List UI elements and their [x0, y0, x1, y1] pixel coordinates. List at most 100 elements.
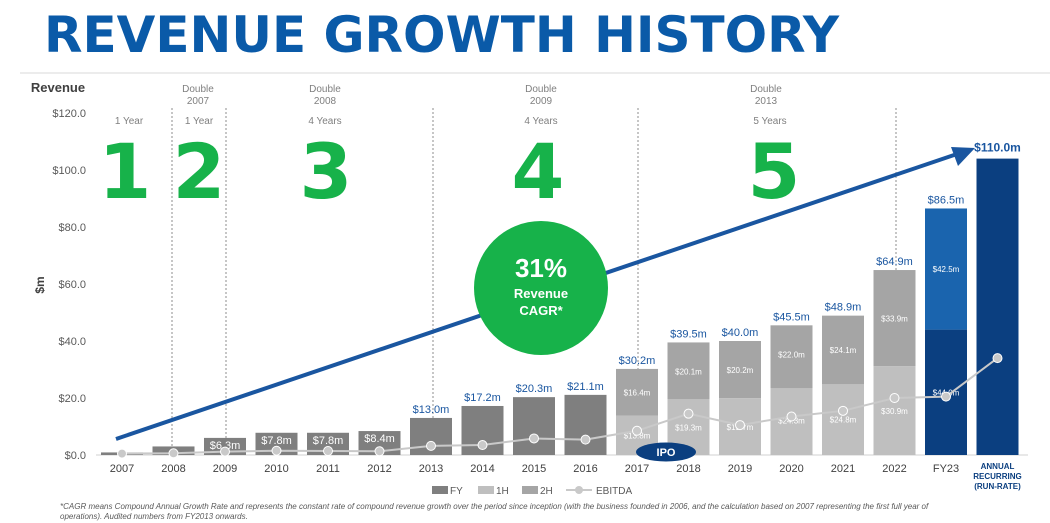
- legend-label: EBITDA: [596, 486, 632, 497]
- bar-2h-label: $42.5m: [933, 265, 960, 274]
- y-tick-label: $40.0: [58, 336, 86, 348]
- y-tick-label: $20.0: [58, 393, 86, 405]
- cagr-trend-arrowhead: [951, 147, 975, 166]
- chart-title: REVENUE GROWTH HISTORY: [44, 6, 840, 64]
- legend-label: 1H: [496, 486, 509, 497]
- doubling-label: 2009: [530, 96, 553, 107]
- bar-fy: [255, 432, 298, 455]
- x-tick-label: 2017: [625, 463, 649, 475]
- doubling-number: 2: [173, 127, 226, 216]
- bar-value-label: $17.2m: [464, 392, 501, 404]
- bar-value-label: $7.8m: [313, 435, 344, 447]
- doubling-label: 2007: [187, 96, 210, 107]
- doubling-label: Double: [309, 84, 341, 95]
- x-tick-label: RECURRING: [973, 472, 1021, 481]
- y-tick-label: $60.0: [58, 279, 86, 291]
- ipo-badge: [636, 442, 696, 462]
- bar-value-label: $13.0m: [413, 404, 450, 416]
- bar-fy: [564, 394, 607, 455]
- y-header: Revenue: [31, 80, 85, 95]
- legend-swatch: [522, 486, 538, 494]
- x-tick-label: 2022: [882, 463, 906, 475]
- bar-fy: [307, 432, 349, 455]
- legend-marker: [575, 486, 583, 494]
- x-tick-label: 2010: [264, 463, 288, 475]
- ebitda-point: [271, 445, 282, 456]
- x-tick-label: 2018: [676, 463, 700, 475]
- doubling-number: 3: [300, 127, 353, 216]
- y-tick-label: $0.0: [65, 450, 86, 462]
- bar-2h: [873, 270, 916, 367]
- bar-2h: [667, 342, 710, 400]
- bar-2h: [770, 325, 813, 389]
- bar-value-label: $21.1m: [567, 381, 604, 393]
- bar-2h-label: $33.9m: [881, 315, 908, 324]
- bar-run-rate: [976, 158, 1019, 455]
- doubling-period: 5 Years: [753, 116, 786, 127]
- bar-fy: [513, 397, 555, 455]
- legend-swatch: [432, 486, 448, 494]
- footnote-line2: operations). Audited numbers from FY2013…: [60, 512, 248, 521]
- cagr-value: 31%: [515, 253, 567, 283]
- legend-swatch: [478, 486, 494, 494]
- bar-value-label: $110.0m: [974, 141, 1021, 155]
- bar-2h: [822, 315, 864, 385]
- bar-2h-label: $16.4m: [624, 388, 651, 397]
- bar-value-label: $6.3m: [210, 440, 241, 452]
- bar-value-label: $45.5m: [773, 311, 810, 323]
- doubling-period: 1 Year: [185, 116, 214, 127]
- bar-2h-label: $24.1m: [830, 346, 857, 355]
- x-tick-label: 2021: [831, 463, 855, 475]
- bar-2h-label: $20.2m: [727, 366, 754, 375]
- doubling-number: 5: [748, 127, 801, 216]
- doubling-period: 1 Year: [115, 116, 144, 127]
- y-tick-label: $120.0: [52, 108, 86, 120]
- cagr-line2: CAGR*: [519, 303, 563, 318]
- ebitda-point: [683, 408, 694, 419]
- ebitda-point: [889, 393, 900, 403]
- ebitda-point: [323, 446, 333, 457]
- x-tick-label: 2008: [161, 463, 185, 475]
- ebitda-point: [735, 420, 745, 431]
- bar-2h-label: $22.0m: [778, 350, 805, 359]
- ebitda-line: [121, 357, 999, 455]
- x-tick-label: (RUN-RATE): [974, 482, 1021, 491]
- bar-1h-label: $24.8m: [830, 416, 857, 425]
- ebitda-point: [580, 434, 591, 445]
- x-tick-label: ANNUAL: [981, 462, 1015, 471]
- x-tick-label: 2014: [470, 463, 494, 475]
- ebitda-point: [992, 353, 1003, 364]
- bar-value-label: $7.8m: [261, 435, 292, 447]
- ebitda-point: [374, 446, 385, 457]
- doubling-label: Double: [525, 84, 557, 95]
- bar-value-label: $8.4m: [364, 433, 395, 445]
- x-tick-label: 2020: [779, 463, 803, 475]
- bar-2h: [719, 341, 761, 399]
- x-tick-label: 2019: [728, 463, 752, 475]
- ebitda-point: [786, 411, 797, 422]
- y-tick-label: $80.0: [58, 222, 86, 234]
- bar-1h-label: $19.3m: [675, 423, 702, 432]
- bar-2h-label: $20.1m: [675, 367, 702, 376]
- ebitda-point: [117, 448, 127, 459]
- doubling-label: 2013: [755, 96, 778, 107]
- bar-1h: [822, 384, 864, 455]
- x-tick-label: 2011: [316, 463, 340, 475]
- y-tick-label: $100.0: [52, 165, 86, 177]
- x-tick-label: FY23: [933, 463, 959, 475]
- legend-label: FY: [450, 486, 463, 497]
- bar-2h: [616, 368, 658, 416]
- y-axis-label: $m: [33, 276, 47, 293]
- bar-value-label: $48.9m: [825, 302, 862, 314]
- x-tick-label: 2007: [110, 463, 134, 475]
- doubling-label: Double: [182, 84, 214, 95]
- ebitda-point: [941, 391, 951, 402]
- ebitda-point: [838, 405, 848, 416]
- doubling-number: 1: [99, 127, 152, 216]
- bar-1h-label: $13.8m: [624, 431, 651, 440]
- ebitda-point: [632, 425, 642, 436]
- ipo-label: IPO: [657, 447, 676, 459]
- footnote-line1: *CAGR means Compound Annual Growth Rate …: [60, 502, 929, 511]
